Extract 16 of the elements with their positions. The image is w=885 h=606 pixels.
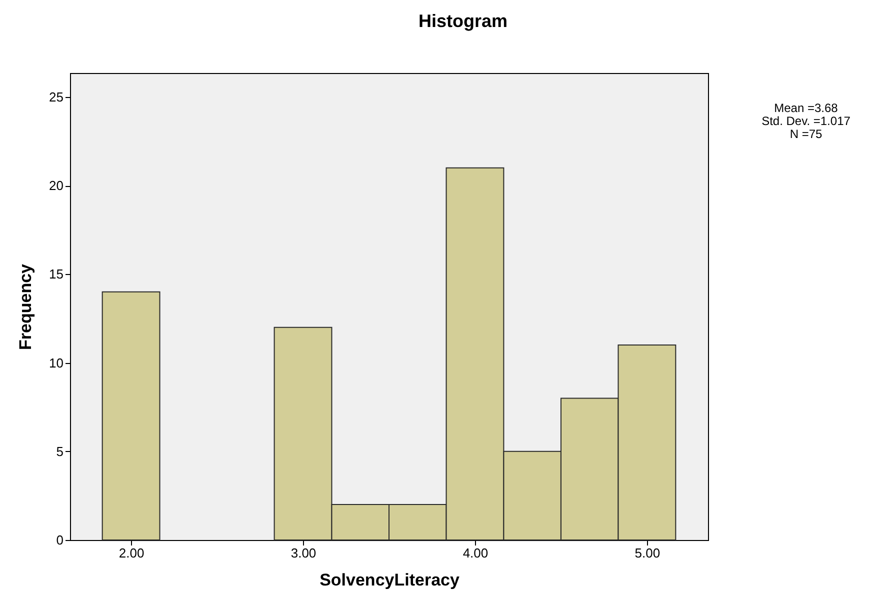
x-tick-label: 2.00 — [118, 546, 144, 560]
y-tick-label: 5 — [56, 444, 64, 459]
x-tick-label: 3.00 — [290, 546, 316, 560]
y-tick-label: 10 — [49, 355, 64, 370]
y-tick-label: 0 — [56, 532, 64, 548]
text: Mean =3.68 — [774, 101, 838, 115]
chart-title: Histogram — [418, 11, 508, 31]
y-tick-label: 20 — [49, 178, 64, 194]
text: N =75 — [790, 127, 822, 141]
y-tick-label: 25 — [49, 89, 64, 104]
text: Std. Dev. =1.017 — [762, 114, 851, 128]
y-tick-label: 15 — [49, 266, 64, 282]
x-axis-title: SolvencyLiteracy — [320, 570, 460, 590]
x-tick-label: 5.00 — [634, 546, 660, 560]
x-tick-label: 4.00 — [462, 546, 488, 560]
y-axis-title: Frequency — [16, 263, 36, 350]
